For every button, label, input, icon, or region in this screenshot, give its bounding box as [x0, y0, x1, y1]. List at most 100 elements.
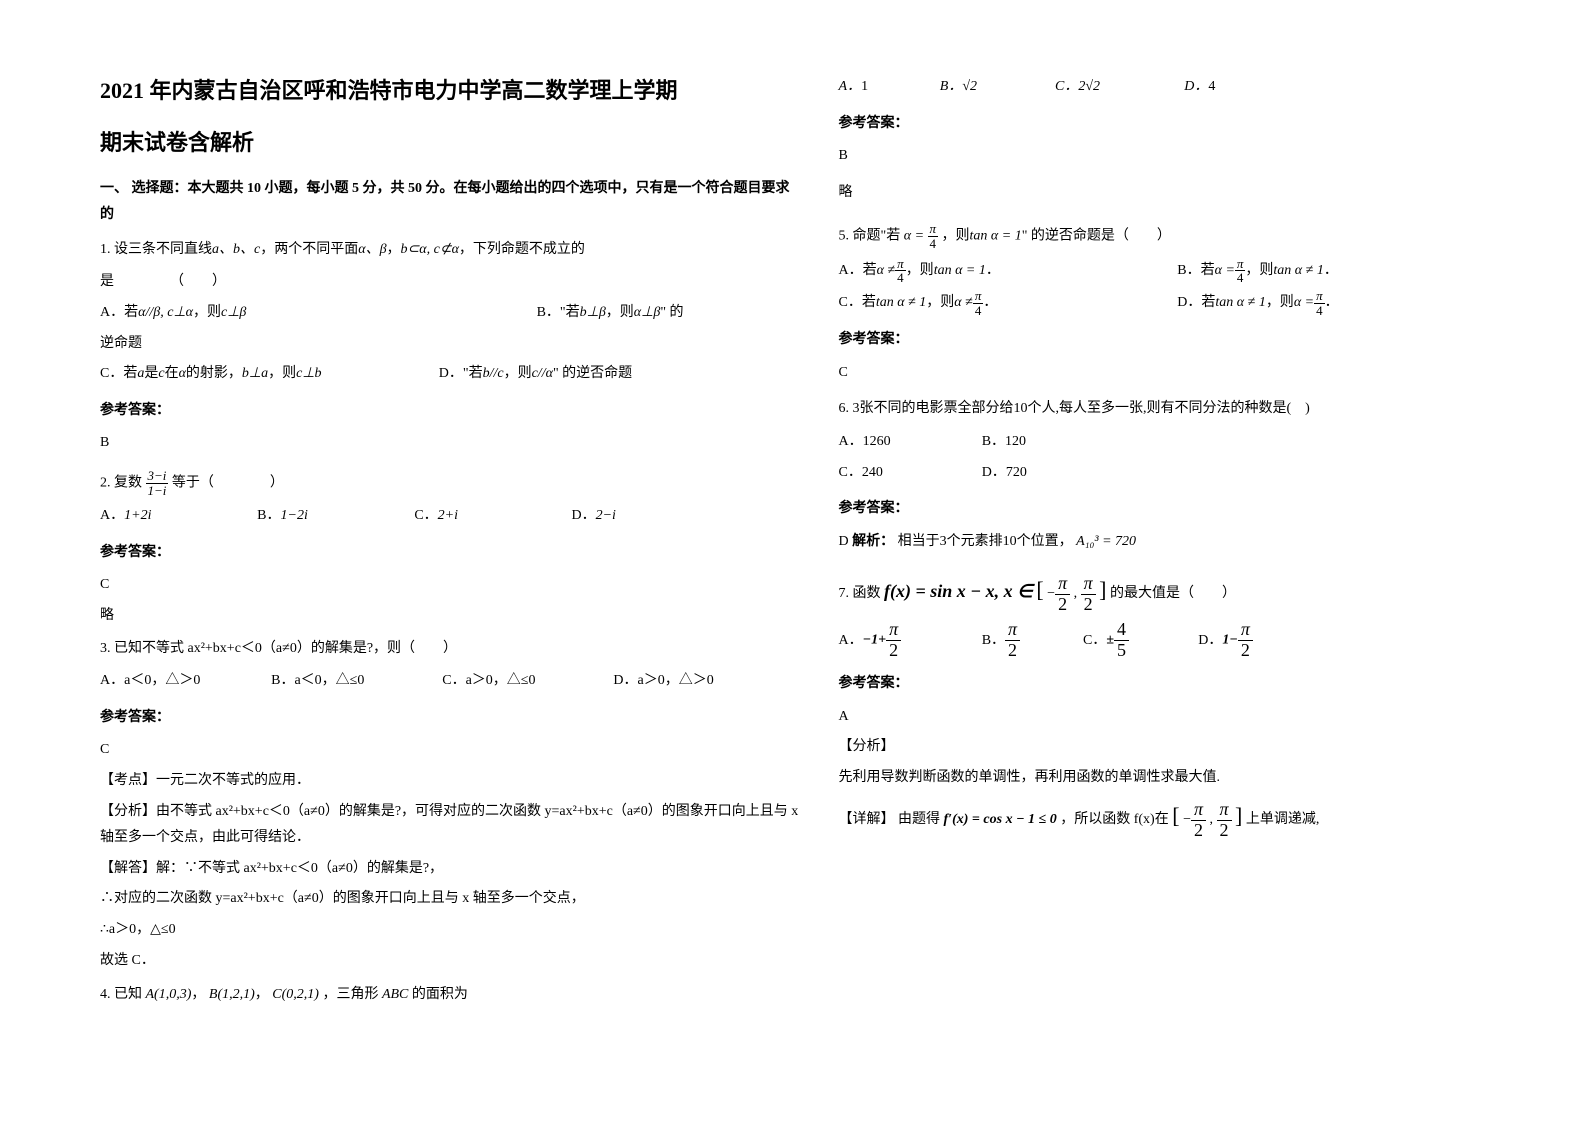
q3-jd-lbl: 【解答】 [100, 861, 156, 876]
q5-b-pi4: π4 [1235, 257, 1246, 285]
q7-pi2-r2: π2 [1217, 800, 1232, 841]
q5-pi4n: π [928, 222, 939, 237]
q1-row-cd: C．若a是c在α的射影，b⊥a，则c⊥b D．"若b//c，则c//α" 的逆否… [100, 361, 799, 388]
q6-ans: D [839, 534, 849, 549]
q4-b: √2 [962, 74, 977, 101]
q5-ae: α = [904, 229, 928, 244]
q7-stem: 7. 函数 f(x) = sin x − x, x ∈ [ −π2 , π2 ]… [839, 569, 1538, 614]
q5-c-pi4: π4 [973, 289, 984, 317]
q7-il2: − [1183, 812, 1191, 827]
q2-num: 3−i [146, 469, 169, 484]
q1-c6: α [179, 361, 186, 388]
q7-c-f: 45 [1114, 620, 1129, 661]
q7-pi2-rd: 2 [1081, 595, 1096, 615]
q1-stem: 1. 设三条不同直线a、b、c，两个不同平面α、β，b⊂α, c⊄α，下列命题不… [100, 237, 799, 264]
q7-opts: A．−1+π2 B．π2 C．±45 D．1−π2 [839, 620, 1538, 661]
q2-den: 1−i [146, 484, 169, 498]
q7-pi2-l2d: 2 [1191, 821, 1206, 841]
q4-al: A． [839, 74, 862, 101]
q7-pi2-l2: π2 [1191, 800, 1206, 841]
q6-jx5: 个位置， [1017, 534, 1073, 549]
q4-t2: ，三角形 [322, 987, 378, 1002]
q1-a1: A．若 [100, 300, 138, 327]
q6-b: 120 [1005, 429, 1026, 456]
q7-pi2-rn: π [1081, 574, 1096, 595]
q5-tan1: tan α = 1 [970, 229, 1022, 244]
q7-pi2-ld: 2 [1055, 595, 1070, 615]
q1-a3: ，则 [193, 300, 221, 327]
q3-stem: 3. 已知不等式 ax²+bx+c＜0（a≠0）的解集是?，则（ ） [100, 636, 799, 663]
q7-il: − [1047, 586, 1055, 601]
q5-d4: α = [1294, 290, 1314, 317]
q7-al: A． [839, 628, 863, 655]
q4-C: C(0,2,1) [272, 987, 319, 1002]
q6-3: 3 [853, 401, 860, 416]
q5-c1: C．若 [839, 290, 876, 317]
q6-ans-label: 参考答案： [839, 496, 1538, 523]
q1-a2: α//β, c⊥α [138, 300, 193, 327]
comma-1: , [1074, 586, 1081, 601]
q3-kaodian: 【考点】一元二次不等式的应用． [100, 768, 799, 795]
q5-a2: α ≠ [877, 258, 896, 285]
q5-a5: ． [986, 258, 1000, 285]
left-column: 2021 年内蒙古自治区呼和浩特市电力中学高二数学理上学期 期末试卷含解析 一、… [100, 70, 799, 1015]
q7-a-n: π [886, 620, 901, 641]
q4-ans-label: 参考答案： [839, 111, 1538, 138]
q4-B: B(1,2,1) [209, 987, 255, 1002]
q1-t4: α、β [358, 242, 386, 257]
q4-stem: 4. 已知 A(1,0,3)， B(1,2,1)， C(0,2,1) ，三角形 … [100, 982, 799, 1009]
q6-bl: B． [982, 429, 1005, 456]
q1-d4: c//α [532, 361, 553, 388]
q1-t1: 1. 设三条不同直线 [100, 242, 212, 257]
q6-jx3: 个元素排 [947, 534, 1003, 549]
q3-jd4: 故选 C． [100, 948, 799, 975]
q1-t2: a、b、c [212, 242, 260, 257]
q1-b6: 逆命题 [100, 331, 799, 358]
q1-c10: c⊥b [296, 361, 321, 388]
q7-xj1: 由题得 [898, 812, 940, 827]
q1-c3: 是 [144, 361, 158, 388]
q6-stem: 6. 3张不同的电影票全部分给10个人,每人至多一张,则有不同分法的种数是( ) [839, 396, 1538, 423]
q3-fx: 由不等式 ax²+bx+c＜0（a≠0）的解集是?，可得对应的二次函数 y=ax… [100, 804, 798, 846]
q7-d-f: π2 [1238, 620, 1253, 661]
q5-c-pi4d: 4 [973, 304, 984, 318]
q7-c-n: 4 [1114, 620, 1129, 641]
q2-answer: C [100, 572, 799, 599]
q4-dl: D． [1184, 74, 1208, 101]
q1-c2: a [137, 361, 144, 388]
q4-opts: A．1 B．√2 C．2√2 D．4 [839, 74, 1538, 101]
q1-b3: ，则 [606, 300, 634, 327]
q5-b3: ，则 [1245, 258, 1273, 285]
q4-a: 1 [861, 74, 868, 101]
q6-jx4: 10 [1003, 534, 1017, 549]
q1-d3: ，则 [504, 361, 532, 388]
q6-row-ab: A．1260 B．120 [839, 429, 1538, 456]
q5-stem: 5. 命题"若 α = π4 ，则tan α = 1" 的逆否命题是（ ） [839, 222, 1538, 250]
q5-d-pi4n: π [1314, 289, 1325, 304]
q7-a-f: π2 [886, 620, 901, 661]
q6-jx1: 相当于 [898, 534, 940, 549]
q5-d5: ． [1325, 290, 1339, 317]
q5-row-cd: C．若tan α ≠ 1，则α ≠ π4． D．若tan α ≠ 1，则α = … [839, 289, 1538, 317]
q7-answer: A [839, 704, 1538, 731]
q1-d1: D．"若 [439, 361, 483, 388]
q5-d1: D．若 [1177, 290, 1215, 317]
q6-cl: C． [839, 460, 862, 487]
q2-brief: 略 [100, 603, 799, 630]
q1-t6: b⊂α, c⊄α [401, 242, 459, 257]
q3-jd: 【解答】解：∵不等式 ax²+bx+c＜0（a≠0）的解集是?， [100, 856, 799, 883]
q7-bl: B． [982, 628, 1005, 655]
q2-al: A． [100, 503, 124, 530]
q5-a4: tan α = 1 [934, 258, 986, 285]
q6-d: 720 [1006, 460, 1027, 487]
bracket-l-icon: [ [1036, 577, 1043, 602]
q6-jx2: 3 [940, 534, 947, 549]
q7-b-n: π [1005, 620, 1020, 641]
q7-xj2: ，所以函数 f(x)在 [1060, 812, 1169, 827]
q3-b: B．a＜0，△≤0 [271, 668, 439, 695]
q1-answer: B [100, 430, 799, 457]
q7-a1: −1+ [863, 633, 886, 648]
q3-kd: 一元二次不等式的应用． [156, 773, 310, 788]
q1-d5: " 的逆否命题 [553, 361, 632, 388]
q7-c-d: 5 [1114, 641, 1129, 661]
